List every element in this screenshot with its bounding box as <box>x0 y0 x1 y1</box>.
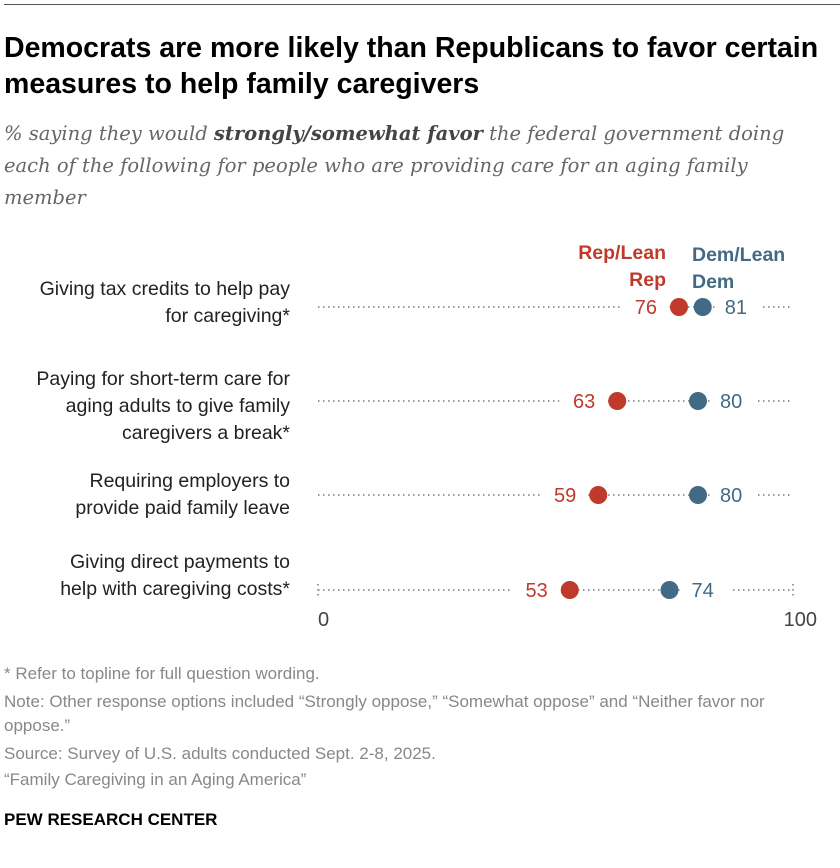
label-gap <box>710 387 758 415</box>
note: Note: Other response options included “S… <box>4 692 765 735</box>
axis-tick-label: 100 <box>784 609 817 631</box>
dem-dot <box>660 581 679 599</box>
dem-value-label: 80 <box>720 391 742 413</box>
label-gap <box>511 576 560 604</box>
label-gap <box>681 576 730 604</box>
axis-tick-label: 0 <box>318 609 329 631</box>
rep-dot <box>670 298 688 316</box>
category-label: Giving tax credits to help pay for careg… <box>39 278 290 327</box>
brand-logo-text: PEW RESEARCH CENTER <box>4 810 218 829</box>
legend-dem-line2: Dem <box>692 271 735 293</box>
rep-value-label: 76 <box>635 297 657 319</box>
dem-value-label: 80 <box>720 485 742 507</box>
chart-subtitle: % saying they would strongly/somewhat fa… <box>4 118 834 214</box>
rep-value-label: 63 <box>573 391 595 413</box>
label-gap <box>559 387 608 415</box>
rep-value-label: 59 <box>554 485 576 507</box>
legend-rep: Rep/Lean Rep <box>578 240 666 294</box>
chart-title: Democrats are more likely than Republica… <box>4 32 819 100</box>
dem-dot <box>693 298 712 316</box>
legend-dem: Dem/Lean Dem <box>692 242 785 296</box>
label-gap <box>540 481 589 509</box>
dem-dot <box>689 486 707 504</box>
label-gap <box>710 481 758 509</box>
subtitle-bold: strongly/somewhat favor <box>213 122 483 145</box>
dem-dot <box>689 392 707 410</box>
subtitle-pre: % saying they would <box>4 122 214 145</box>
top-rule <box>4 4 840 5</box>
label-gap <box>714 293 763 321</box>
dem-value-label: 81 <box>725 297 747 319</box>
category-label: Giving direct payments to help with care… <box>60 551 290 600</box>
report-title: “Family Caregiving in an Aging America” <box>4 770 307 789</box>
label-gap <box>621 293 669 321</box>
footnote: * Refer to topline for full question wor… <box>4 664 320 683</box>
rep-value-label: 53 <box>526 580 548 602</box>
legend-rep-line1: Rep/Lean <box>578 242 666 264</box>
category-label: Paying for short-term care for aging adu… <box>36 368 290 444</box>
rep-dot <box>608 392 627 410</box>
category-label: Requiring employers to provide paid fami… <box>75 470 290 519</box>
rep-dot <box>589 486 608 504</box>
subtitle-post: the federal government doing each of the… <box>4 122 785 209</box>
dem-value-label: 74 <box>692 580 714 602</box>
legend-rep-line2: Rep <box>629 269 666 291</box>
source: Source: Survey of U.S. adults conducted … <box>4 744 436 763</box>
rep-dot <box>560 581 579 599</box>
legend-dem-line1: Dem/Lean <box>692 244 786 266</box>
